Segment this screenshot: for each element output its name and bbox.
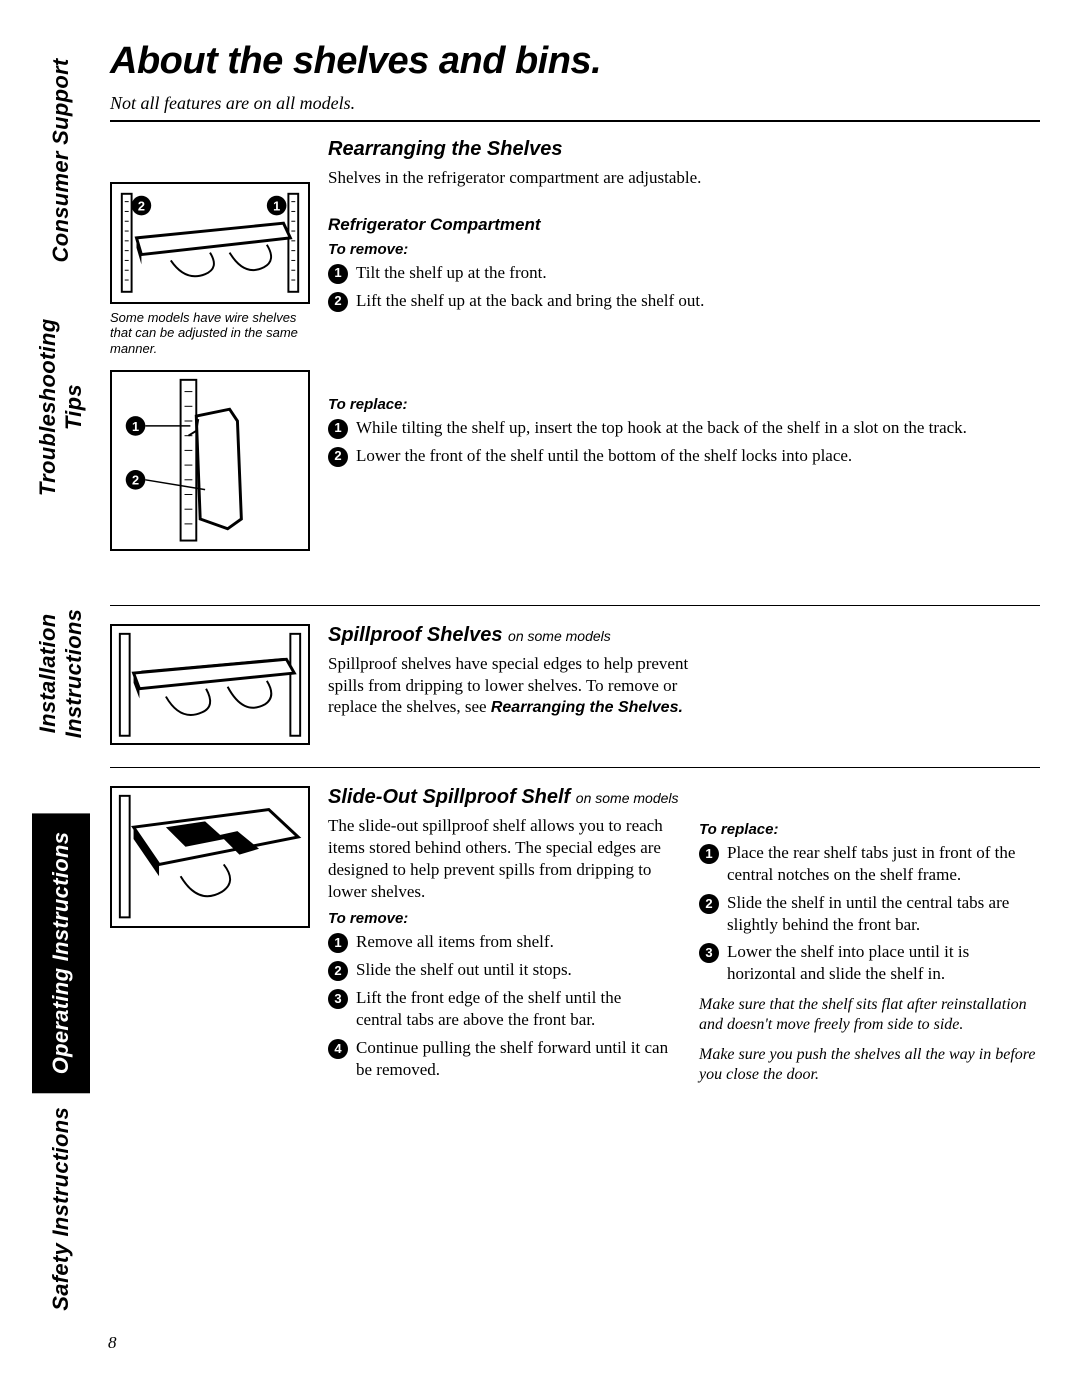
side-tab: Operating Instructions [32, 813, 90, 1093]
list-slideout-replace: 1 Place the rear shelf tabs just in front… [699, 842, 1040, 985]
list-item: 3 Lower the shelf into place until it is … [699, 941, 1040, 985]
list-slideout-remove: 1 Remove all items from shelf. 2 Slide the … [328, 931, 669, 1080]
page-title: About the shelves and bins. [110, 40, 1040, 83]
heading-slideout-replace: To replace: [699, 821, 1040, 838]
illustration-shelf-remove: 2 1 [110, 182, 310, 304]
number-bullet-icon: 3 [328, 989, 348, 1009]
list-item: 1 Place the rear shelf tabs just in front… [699, 842, 1040, 886]
heading-slideout-text: Slide-Out Spillproof Shelf [328, 786, 570, 808]
list-item-text: Lower the front of the shelf until the b… [356, 445, 852, 467]
illustration-slideout [110, 786, 310, 927]
number-bullet-icon: 1 [328, 933, 348, 953]
body-spillproof-ref: Rearranging the Shelves. [491, 699, 683, 716]
svg-text:1: 1 [273, 198, 280, 213]
heading-spillproof-suffix: on some models [508, 628, 611, 644]
number-bullet-icon: 1 [328, 264, 348, 284]
note-slideout-1: Make sure that the shelf sits flat after… [699, 995, 1040, 1035]
list-item-text: Slide the shelf out until it stops. [356, 959, 572, 981]
list-item: 2 Lift the shelf up at the back and bring… [328, 290, 1040, 312]
list-item-text: Lower the shelf into place until it is h… [727, 941, 1040, 985]
list-item-text: Lift the front edge of the shelf until t… [356, 987, 669, 1031]
heading-spillproof-text: Spillproof Shelves [328, 624, 502, 646]
side-tab: Safety Instructions [32, 1093, 90, 1325]
body-spillproof: Spillproof shelves have special edges to… [328, 653, 708, 719]
section-rearranging: 2 1 Some models have wire shelves that c… [110, 138, 1040, 555]
list-item: 1 Remove all items from shelf. [328, 931, 669, 953]
intro-slideout: The slide-out spillproof shelf allows yo… [328, 815, 669, 902]
list-item-text: Tilt the shelf up at the front. [356, 262, 547, 284]
heading-to-replace: To replace: [328, 396, 1040, 413]
list-item-text: Slide the shelf in until the central tab… [727, 892, 1040, 936]
svg-text:2: 2 [138, 198, 145, 213]
divider [110, 767, 1040, 768]
side-tab: Troubleshooting Tips [32, 282, 90, 533]
side-tab-strip: Safety InstructionsOperating Instruction… [32, 40, 90, 1325]
side-tab: Installation Instructions [32, 533, 90, 813]
list-item-text: Continue pulling the shelf forward until… [356, 1037, 669, 1081]
heading-spillproof: Spillproof Shelves on some models [328, 624, 708, 647]
number-bullet-icon: 2 [328, 292, 348, 312]
list-rearranging-remove: 1 Tilt the shelf up at the front. 2 Lift th… [328, 262, 1040, 312]
list-item-text: While tilting the shelf up, insert the t… [356, 417, 967, 439]
number-bullet-icon: 1 [699, 844, 719, 864]
section-spillproof: Spillproof Shelves on some models Spillp… [110, 624, 1040, 750]
divider [110, 120, 1040, 122]
list-item: 2 Lower the front of the shelf until the … [328, 445, 1040, 467]
page-subtitle: Not all features are on all models. [110, 93, 1040, 114]
svg-text:1: 1 [132, 419, 139, 434]
heading-slideout-remove: To remove: [328, 910, 669, 927]
heading-rearranging: Rearranging the Shelves [328, 138, 1040, 161]
section-slideout: Slide-Out Spillproof Shelf on some model… [110, 786, 1040, 1086]
heading-slideout: Slide-Out Spillproof Shelf on some model… [328, 786, 1040, 809]
intro-rearranging: Shelves in the refrigerator compartment … [328, 167, 1040, 189]
heading-refrigerator-compartment: Refrigerator Compartment [328, 215, 1040, 235]
number-bullet-icon: 2 [328, 447, 348, 467]
list-item: 1 Tilt the shelf up at the front. [328, 262, 1040, 284]
svg-text:2: 2 [132, 473, 139, 488]
list-item-text: Lift the shelf up at the back and bring … [356, 290, 704, 312]
illustration-spillproof [110, 624, 310, 746]
side-tab: Consumer Support [32, 40, 90, 281]
list-rearranging-replace: 1 While tilting the shelf up, insert the … [328, 417, 1040, 467]
list-item-text: Remove all items from shelf. [356, 931, 554, 953]
page-number: 8 [108, 1333, 117, 1353]
heading-to-remove: To remove: [328, 241, 1040, 258]
number-bullet-icon: 1 [328, 419, 348, 439]
list-item: 1 While tilting the shelf up, insert the … [328, 417, 1040, 439]
divider [110, 605, 1040, 606]
heading-slideout-suffix: on some models [576, 790, 679, 806]
number-bullet-icon: 4 [328, 1039, 348, 1059]
list-item: 3 Lift the front edge of the shelf until … [328, 987, 669, 1031]
number-bullet-icon: 2 [699, 894, 719, 914]
list-item-text: Place the rear shelf tabs just in front … [727, 842, 1040, 886]
number-bullet-icon: 3 [699, 943, 719, 963]
list-item: 2 Slide the shelf in until the central ta… [699, 892, 1040, 936]
list-item: 4 Continue pulling the shelf forward unti… [328, 1037, 669, 1081]
list-item: 2 Slide the shelf out until it stops. [328, 959, 669, 981]
illustration-caption: Some models have wire shelves that can b… [110, 310, 310, 357]
note-slideout-2: Make sure you push the shelves all the w… [699, 1045, 1040, 1085]
illustration-shelf-replace: 1 2 [110, 370, 310, 550]
number-bullet-icon: 2 [328, 961, 348, 981]
